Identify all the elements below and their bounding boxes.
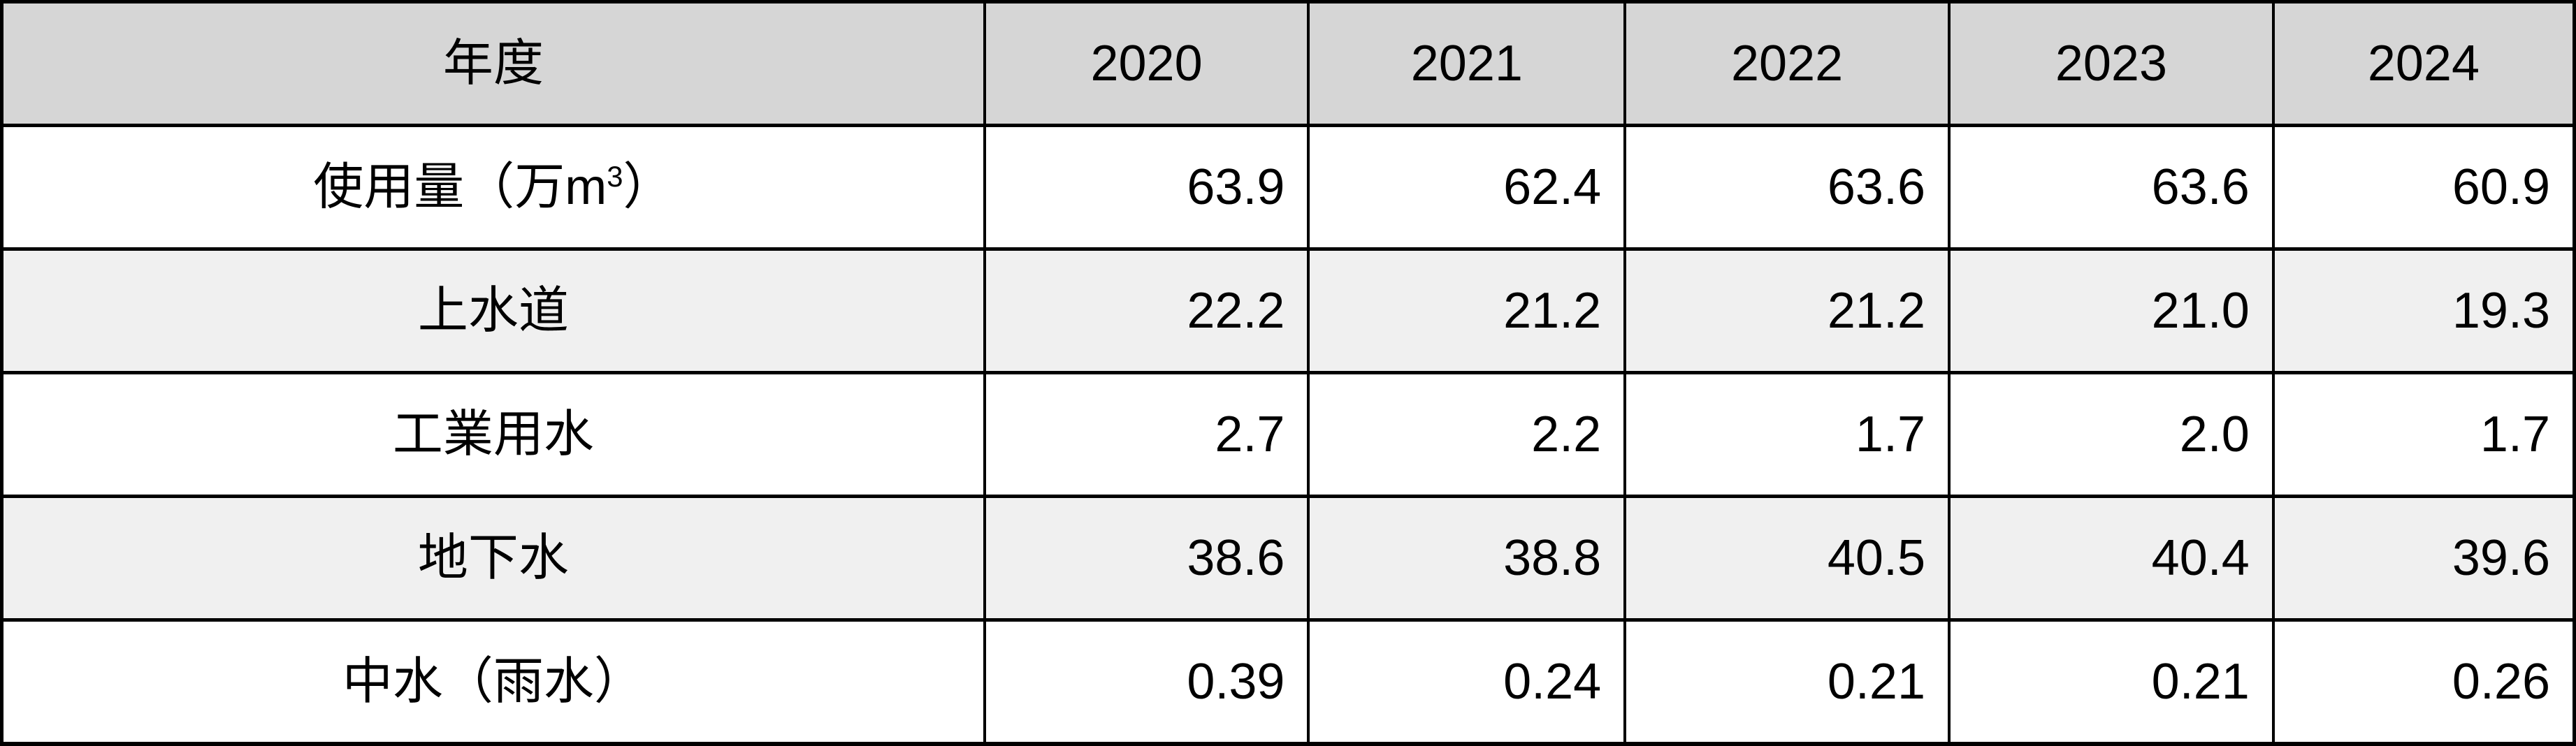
- cell-industrial-2021: 2.2: [1307, 371, 1627, 498]
- header-year-2022: 2022: [1623, 0, 1951, 127]
- cell-usage-2020: 63.9: [983, 124, 1310, 251]
- header-year-2023: 2023: [1948, 0, 2275, 127]
- table-header-row: 年度 2020 2021 2022 2023 2024: [0, 0, 2576, 127]
- cell-waterworks-2022: 21.2: [1623, 247, 1951, 374]
- cell-waterworks-2023: 21.0: [1948, 247, 2275, 374]
- table-row-usage-total: 使用量（万m3） 63.9 62.4 63.6 63.6 60.9: [0, 124, 2576, 251]
- cell-usage-2024: 60.9: [2271, 124, 2576, 251]
- table-row-groundwater: 地下水 38.6 38.8 40.5 40.4 39.6: [0, 495, 2576, 622]
- cell-groundwater-2024: 39.6: [2271, 495, 2576, 622]
- header-year-2020: 2020: [983, 0, 1310, 127]
- cell-reclaimed-2024: 0.26: [2271, 618, 2576, 745]
- cell-groundwater-2022: 40.5: [1623, 495, 1951, 622]
- row-label-usage-total-text: 使用量（万m: [313, 159, 607, 215]
- table-row-waterworks: 上水道 22.2 21.2 21.2 21.0 19.3: [0, 247, 2576, 374]
- cell-waterworks-2020: 22.2: [983, 247, 1310, 374]
- cell-reclaimed-2021: 0.24: [1307, 618, 1627, 745]
- cell-usage-2022: 63.6: [1623, 124, 1951, 251]
- row-label-waterworks: 上水道: [0, 247, 986, 374]
- cell-groundwater-2020: 38.6: [983, 495, 1310, 622]
- row-label-reclaimed-water: 中水（雨水）: [0, 618, 986, 745]
- header-year-2021: 2021: [1307, 0, 1627, 127]
- cell-reclaimed-2023: 0.21: [1948, 618, 2275, 745]
- cell-usage-2021: 62.4: [1307, 124, 1627, 251]
- cell-industrial-2024: 1.7: [2271, 371, 2576, 498]
- cell-reclaimed-2020: 0.39: [983, 618, 1310, 745]
- cell-reclaimed-2022: 0.21: [1623, 618, 1951, 745]
- table-row-industrial-water: 工業用水 2.7 2.2 1.7 2.0 1.7: [0, 371, 2576, 498]
- cell-groundwater-2023: 40.4: [1948, 495, 2275, 622]
- row-label-usage-total: 使用量（万m3）: [0, 124, 986, 251]
- cell-waterworks-2021: 21.2: [1307, 247, 1627, 374]
- row-label-usage-total-superscript: 3: [607, 160, 623, 193]
- cell-groundwater-2021: 38.8: [1307, 495, 1627, 622]
- cell-waterworks-2024: 19.3: [2271, 247, 2576, 374]
- row-label-groundwater: 地下水: [0, 495, 986, 622]
- header-corner-label: 年度: [0, 0, 986, 127]
- cell-industrial-2023: 2.0: [1948, 371, 2275, 498]
- header-year-2024: 2024: [2271, 0, 2576, 127]
- cell-usage-2023: 63.6: [1948, 124, 2275, 251]
- cell-industrial-2020: 2.7: [983, 371, 1310, 498]
- row-label-usage-total-close: ）: [623, 159, 674, 215]
- cell-industrial-2022: 1.7: [1623, 371, 1951, 498]
- table-row-reclaimed-water: 中水（雨水） 0.39 0.24 0.21 0.21 0.26: [0, 618, 2576, 745]
- row-label-industrial-water: 工業用水: [0, 371, 986, 498]
